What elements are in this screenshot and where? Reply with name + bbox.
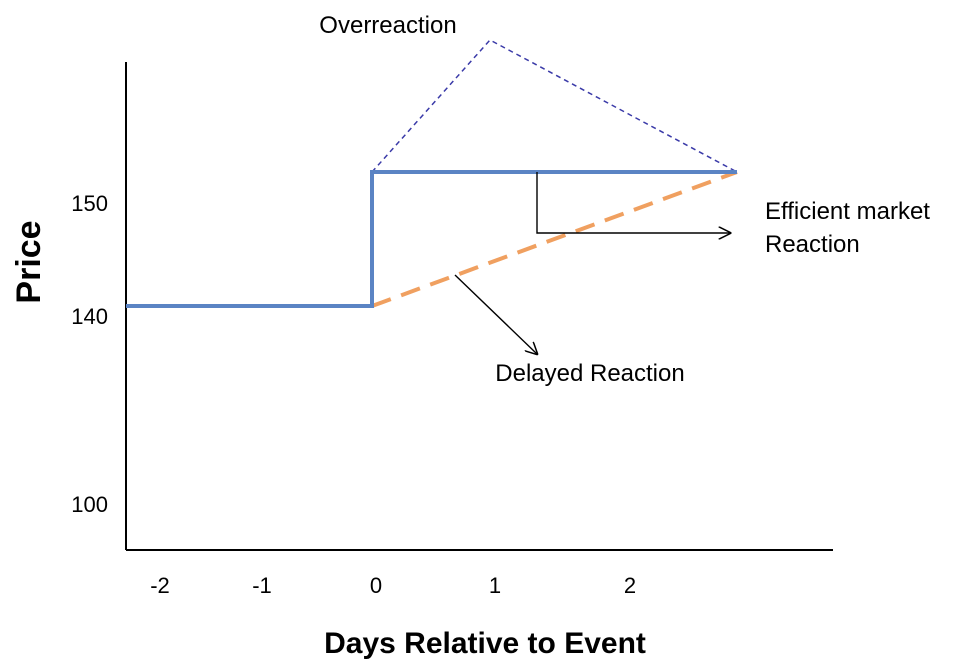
overreaction-label: Overreaction bbox=[319, 12, 456, 39]
delayed-reaction-pointer bbox=[454, 274, 537, 354]
y-axis-title: Price bbox=[10, 220, 48, 303]
x-axis-title: Days Relative to Event bbox=[324, 627, 646, 660]
x-tick-label-2: 2 bbox=[624, 573, 636, 598]
efficient-reaction-label-line1: Efficient market bbox=[765, 198, 930, 225]
y-tick-label-140: 140 bbox=[71, 304, 108, 329]
x-tick-label-1: 1 bbox=[489, 573, 501, 598]
series-line-overreaction bbox=[371, 39, 738, 173]
series-line-efficient bbox=[126, 170, 737, 308]
x-tick-label-0: 0 bbox=[370, 573, 382, 598]
y-tick-label-150: 150 bbox=[71, 191, 108, 216]
series-line-delayed bbox=[371, 170, 738, 308]
x-tick-label-minus-2: -2 bbox=[150, 573, 170, 598]
x-tick-label-minus-1: -1 bbox=[252, 573, 272, 598]
efficient-reaction-pointer bbox=[536, 172, 730, 233]
delayed-reaction-label: Delayed Reaction bbox=[495, 360, 684, 387]
y-tick-label-100: 100 bbox=[71, 492, 108, 517]
efficient-reaction-label-line2: Reaction bbox=[765, 231, 860, 258]
